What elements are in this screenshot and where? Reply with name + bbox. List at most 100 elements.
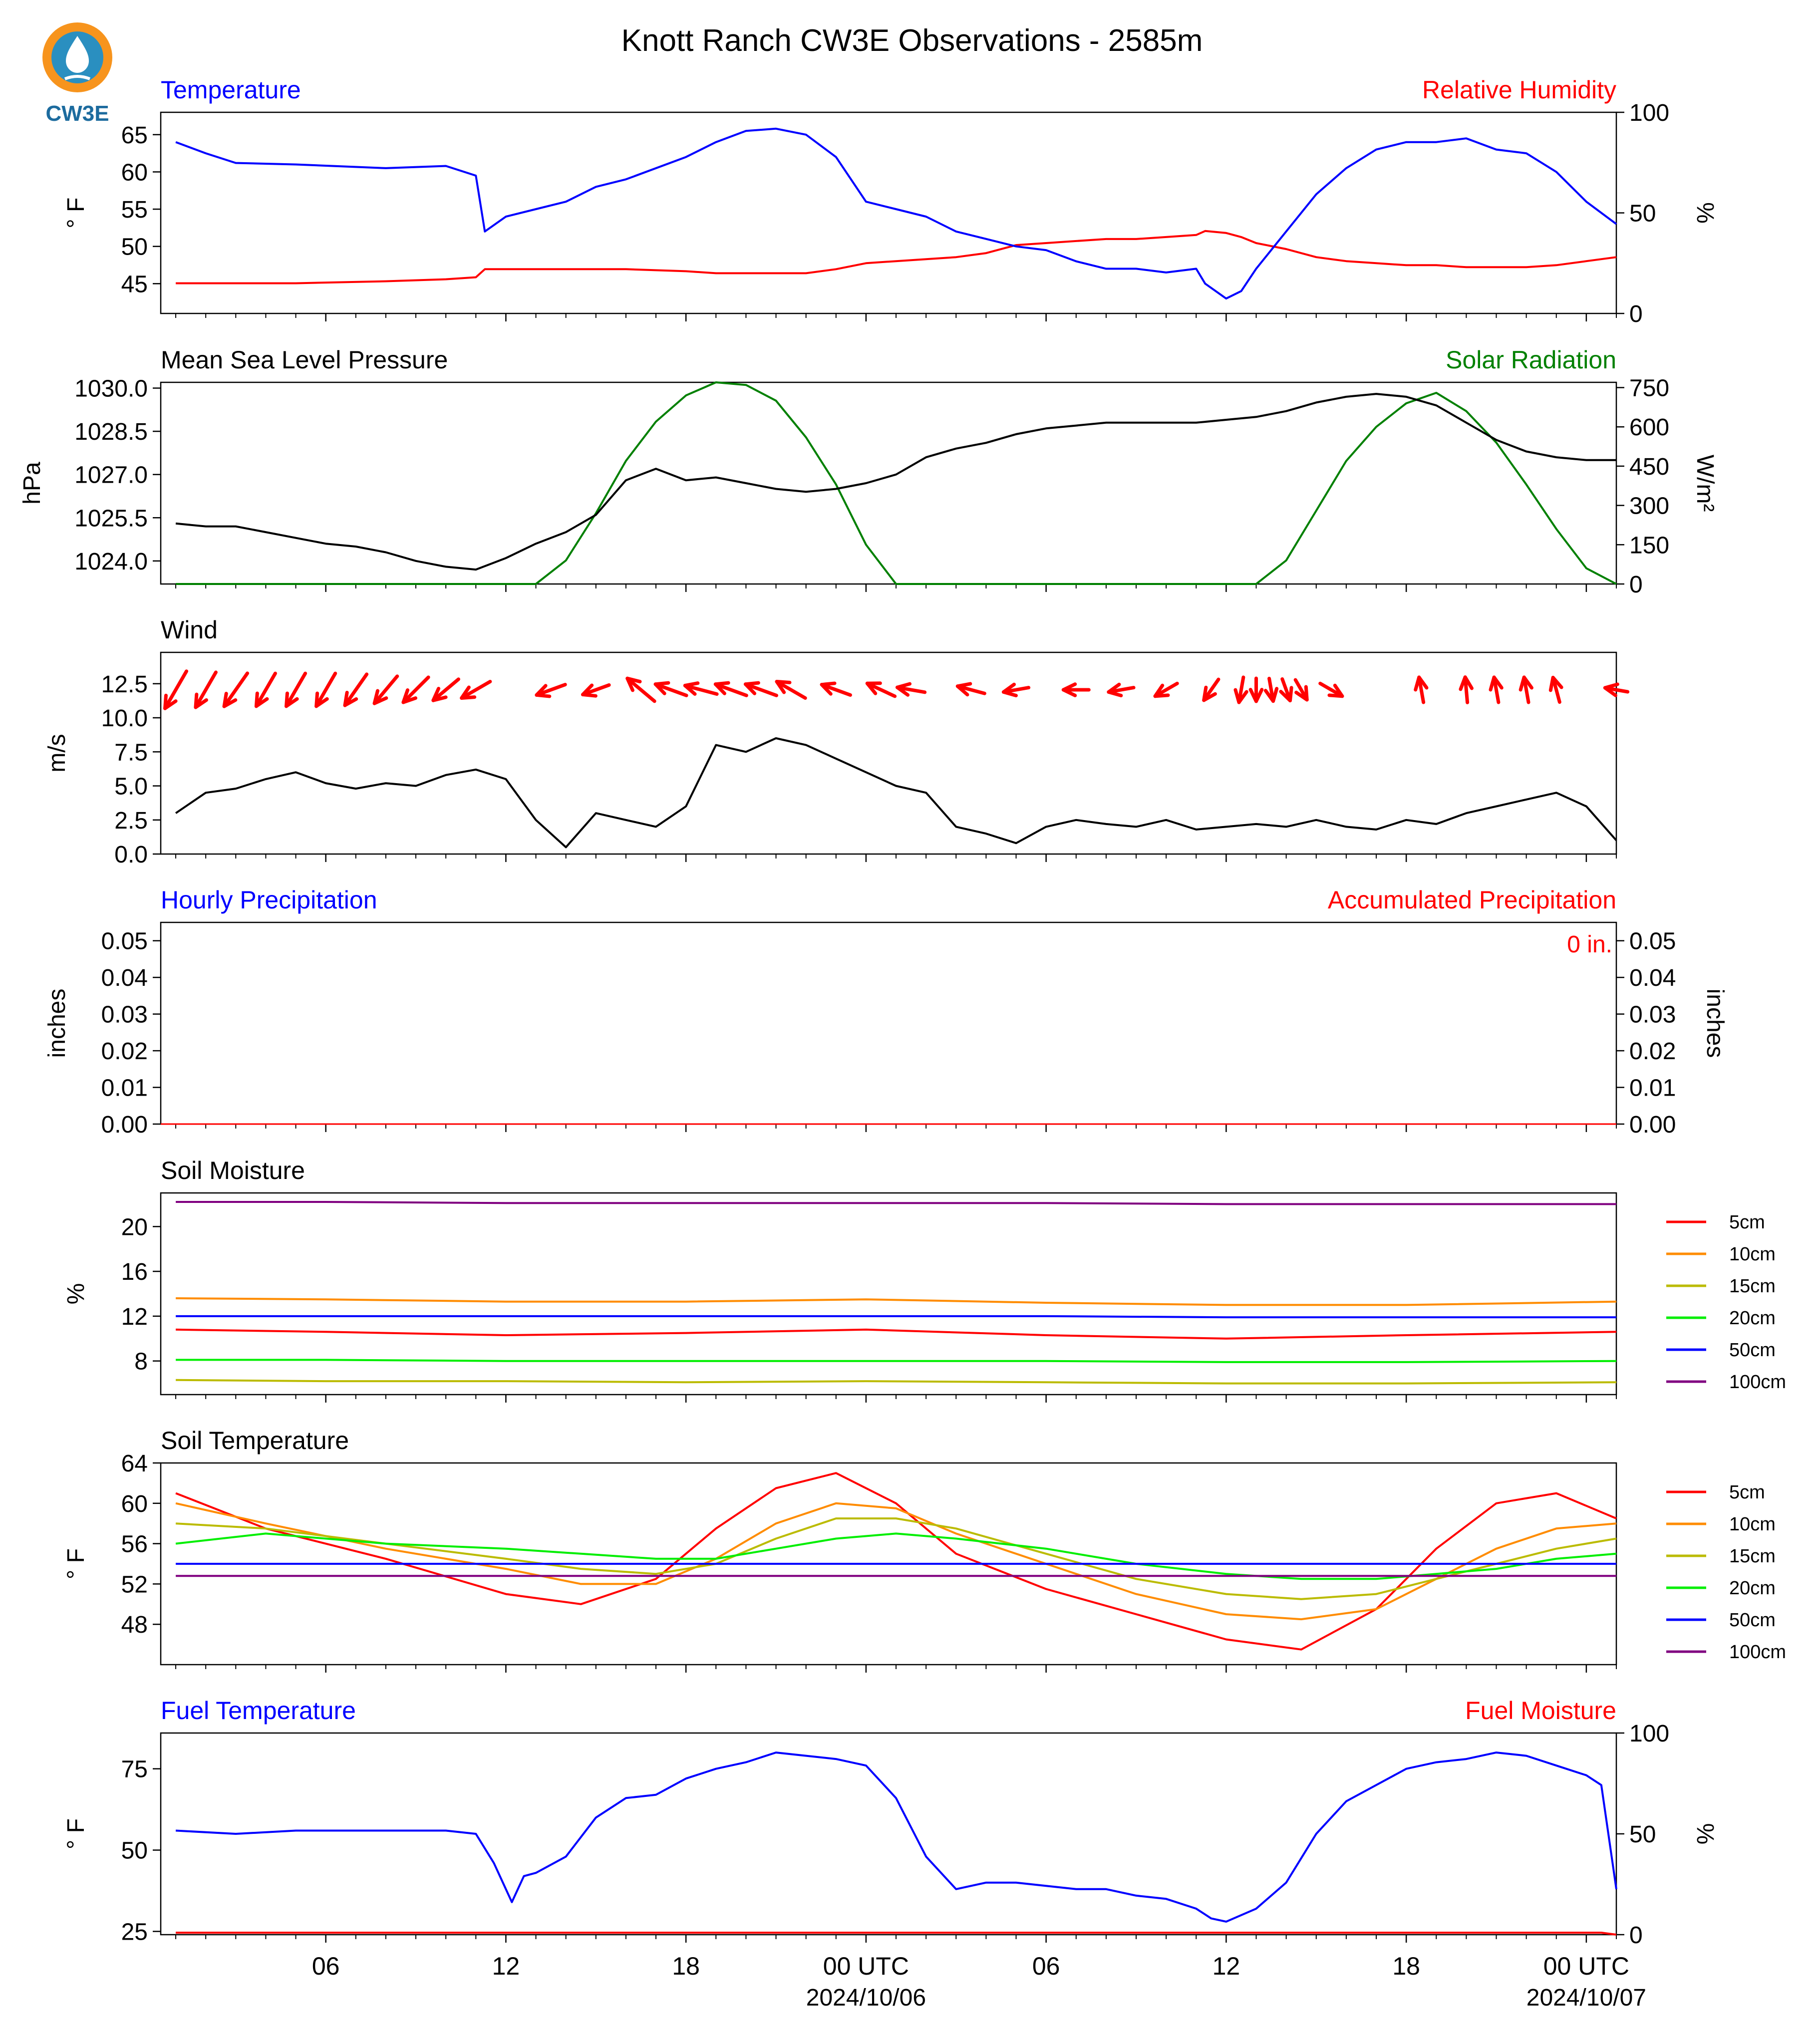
- panel-wind: Wind 0.0 2.5 5.0 7.5 10.0 12.5 m/s: [44, 616, 1630, 868]
- wind-arrow-head: [955, 682, 972, 697]
- wind-arrow: [713, 681, 748, 697]
- x-tick-label: 06: [312, 1952, 340, 1980]
- wind-arrow: [163, 669, 189, 710]
- wind-arrow-shaft: [343, 672, 369, 707]
- wind-arrow-shaft: [581, 683, 611, 697]
- legend-label: 20cm: [1729, 1308, 1776, 1329]
- wind-arrow: [194, 670, 218, 709]
- y-tick-label: 0.00: [101, 1112, 148, 1138]
- legend-label: 100cm: [1729, 1642, 1786, 1663]
- y2-tick-label: 0.02: [1629, 1038, 1676, 1065]
- wind-arrow: [431, 677, 460, 702]
- wind-arrow-head: [896, 682, 912, 697]
- wind-arrow-head: [401, 688, 418, 704]
- panel-title-right: Accumulated Precipitation: [1328, 886, 1616, 914]
- panel-title-right: Relative Humidity: [1422, 76, 1616, 104]
- wind-arrow-head: [1279, 686, 1293, 703]
- wind-arrow-shaft: [1202, 677, 1220, 702]
- wind-arrow: [1233, 675, 1248, 704]
- y2-tick-label: 0: [1629, 572, 1643, 598]
- y-tick-label: 50: [121, 234, 148, 261]
- panel-title-left: Fuel Temperature: [161, 1697, 356, 1725]
- wind-arrow: [285, 671, 307, 708]
- wind-arrow: [1293, 678, 1309, 702]
- panel-title-right: Solar Radiation: [1446, 346, 1616, 374]
- wind-arrow: [1263, 676, 1279, 703]
- y-tick-label: 1030.0: [74, 376, 148, 402]
- wind-arrow: [625, 676, 656, 703]
- wind-arrow-shaft: [820, 683, 852, 697]
- x-tick-label: 06: [1032, 1952, 1060, 1980]
- panel-title-left: Soil Moisture: [161, 1157, 305, 1184]
- date-label: 2024/10/06: [806, 1985, 926, 2011]
- y2-tick-label: 0.00: [1629, 1112, 1676, 1138]
- wind-arrow-head: [535, 684, 552, 698]
- legend-label: 10cm: [1729, 1244, 1776, 1265]
- wind-arrow-head: [743, 681, 760, 695]
- wind-arrow-shaft: [1153, 681, 1179, 698]
- wind-arrow-head: [653, 681, 670, 695]
- wind-arrow-head: [713, 681, 730, 695]
- series-line-50cm: [176, 1315, 1616, 1319]
- wind-arrow: [1248, 676, 1264, 703]
- panel-precipitation: Hourly Precipitation Accumulated Precipit…: [44, 886, 1728, 1138]
- wind-arrow-head: [1107, 682, 1123, 697]
- series-line-fuel-moisture: [176, 1932, 1617, 1936]
- wind-arrow-shaft: [713, 682, 748, 697]
- series-line-pressure: [175, 393, 1616, 571]
- legend-label: 15cm: [1729, 1276, 1776, 1297]
- wind-arrow-shaft: [372, 674, 399, 705]
- y-axis-label: hPa: [19, 462, 45, 505]
- series-line-20cm: [175, 1532, 1617, 1580]
- plot-frame: [160, 1192, 1617, 1396]
- x-tick-label: 18: [1392, 1952, 1420, 1980]
- series-line-15cm: [176, 1379, 1617, 1385]
- wind-arrow-head: [163, 693, 178, 710]
- wind-arrow-shaft: [194, 670, 218, 709]
- y-tick-label: 0.01: [101, 1075, 148, 1102]
- wind-arrow: [955, 682, 986, 697]
- series-line-15cm: [175, 1517, 1617, 1600]
- wind-arrow-head: [865, 681, 882, 695]
- y2-tick-label: 0: [1629, 1922, 1643, 1949]
- wind-arrow-head: [372, 689, 388, 705]
- wind-arrow-head: [254, 691, 269, 708]
- y-tick-label: 56: [121, 1531, 148, 1558]
- y-tick-label: 52: [121, 1571, 148, 1598]
- y-tick-label: 16: [121, 1259, 148, 1285]
- wind-arrow-shaft: [683, 683, 719, 696]
- plot-frame: [160, 381, 1617, 585]
- y-tick-label: 75: [121, 1756, 148, 1783]
- y-axis-label: inches: [44, 989, 70, 1058]
- y-axis-label: m/s: [44, 734, 70, 772]
- wind-arrow: [314, 671, 337, 708]
- wind-arrow: [222, 671, 250, 708]
- wind-arrow-shaft: [285, 671, 307, 708]
- panel-temperature: Temperature Relative Humidity 45 50 55 60 65 ° …: [63, 76, 1718, 327]
- wind-arrow-head: [1414, 675, 1429, 692]
- x-tick-label: 00 UTC: [823, 1952, 909, 1980]
- y-tick-label: 45: [121, 271, 148, 297]
- y-axis-label: ° F: [63, 1818, 89, 1849]
- wind-arrow-head: [1233, 688, 1248, 704]
- wind-arrow: [775, 680, 807, 700]
- wind-arrow-head: [194, 692, 208, 709]
- wind-arrow: [1153, 681, 1179, 698]
- y-tick-label: 12: [121, 1304, 148, 1330]
- y-tick-label: 1028.5: [74, 419, 148, 445]
- wind-arrow-head: [1202, 685, 1217, 702]
- panel-title-left: Mean Sea Level Pressure: [161, 346, 448, 374]
- y-tick-label: 55: [121, 197, 148, 223]
- wind-arrow: [1603, 682, 1630, 697]
- wind-arrow-head: [1489, 675, 1504, 692]
- wind-arrow: [1279, 677, 1293, 703]
- wind-arrow-head: [1603, 682, 1619, 697]
- panel-title-left: Wind: [161, 616, 218, 644]
- wind-arrow-head: [1263, 687, 1279, 703]
- wind-arrow: [1518, 675, 1533, 704]
- y2-axis-label: W/m²: [1692, 455, 1718, 512]
- wind-arrow: [896, 682, 927, 697]
- y2-tick-label: 0.04: [1629, 965, 1676, 991]
